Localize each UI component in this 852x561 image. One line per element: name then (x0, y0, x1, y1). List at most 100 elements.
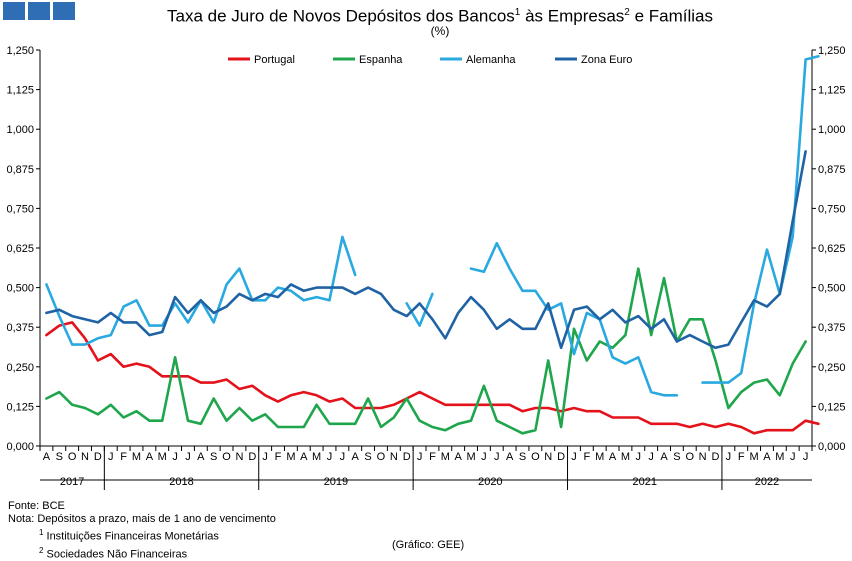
x-month-label: S (56, 451, 63, 463)
x-year-label: 2022 (755, 476, 779, 488)
x-month-label: S (673, 451, 680, 463)
x-month-label: A (763, 451, 771, 463)
x-month-label: M (466, 451, 475, 463)
y-tick-label-right: 1,125 (818, 85, 846, 97)
x-month-label: J (726, 451, 732, 463)
footnote-1-text: Instituições Financeiras Monetárias (43, 530, 219, 543)
x-month-label: M (312, 451, 321, 463)
x-month-label: A (146, 451, 154, 463)
y-tick-label-left: 0,625 (6, 243, 34, 255)
x-month-label: O (222, 451, 231, 463)
x-month-label: N (699, 451, 707, 463)
y-tick-label-left: 0,250 (6, 362, 34, 374)
x-month-label: M (158, 451, 167, 463)
series-line-espanha (45, 267, 807, 435)
x-month-label: J (417, 451, 423, 463)
title-middle: às Empresas (520, 6, 625, 26)
chart-unit: (%) (430, 24, 450, 38)
chart-notes: Fonte: BCE Nota: Depósitos a prazo, mais… (8, 500, 276, 561)
x-month-label: J (327, 451, 333, 463)
x-month-label: A (43, 451, 51, 463)
series-line-portugal (45, 321, 820, 435)
x-month-label: M (621, 451, 630, 463)
logo-square-1 (3, 2, 25, 20)
x-month-label: J (262, 451, 268, 463)
x-month-label: J (648, 451, 654, 463)
x-month-label: O (531, 451, 540, 463)
series-line-zona-euro (45, 150, 807, 350)
x-month-label: J (803, 451, 809, 463)
y-tick-label-right: 0,500 (818, 283, 846, 295)
footnote-1: 1 Instituições Financeiras Monetárias (8, 526, 276, 544)
x-month-label: F (429, 451, 436, 463)
y-tick-label-right: 0,125 (818, 401, 846, 413)
x-month-label: M (286, 451, 295, 463)
y-tick-label-right: 0,750 (818, 203, 846, 215)
footnote-1-number: 1 (39, 528, 44, 537)
y-tick-label-left: 0,500 (6, 283, 34, 295)
x-month-label: J (790, 451, 796, 463)
x-month-label: F (120, 451, 127, 463)
logo-square-3 (53, 2, 75, 20)
x-month-label: F (738, 451, 745, 463)
x-year-label: 2018 (169, 476, 193, 488)
x-month-label: D (94, 451, 102, 463)
logo-square-2 (28, 2, 50, 20)
x-year-label: 2019 (324, 476, 348, 488)
x-year-label: 2021 (632, 476, 656, 488)
x-month-label: A (197, 451, 205, 463)
y-tick-label-left: 1,125 (6, 85, 34, 97)
chart-credit: (Gráfico: GEE) (392, 539, 465, 551)
y-tick-label-right: 1,250 (818, 45, 846, 57)
y-tick-label-right: 0,625 (818, 243, 846, 255)
y-tick-label-left: 1,000 (6, 124, 34, 136)
x-month-label: J (172, 451, 178, 463)
x-month-label: S (210, 451, 217, 463)
x-month-label: J (185, 451, 191, 463)
footnote-2: 2 Sociedades Não Financeiras (8, 544, 276, 561)
x-month-label: D (248, 451, 256, 463)
x-month-label: M (132, 451, 141, 463)
x-month-label: N (81, 451, 89, 463)
x-month-label: D (712, 451, 720, 463)
y-tick-label-left: 0,125 (6, 401, 34, 413)
x-month-label: A (352, 451, 360, 463)
title-footnote-2: 2 (624, 7, 630, 18)
x-month-label: A (660, 451, 668, 463)
series-line-alemanha (45, 55, 820, 397)
x-year-label: 2020 (478, 476, 502, 488)
title-footnote-1: 1 (514, 7, 521, 18)
y-tick-label-right: 1,000 (818, 124, 846, 136)
legend-label-portugal: Portugal (254, 54, 295, 66)
legend-label-alemanha: Alemanha (466, 54, 516, 66)
x-month-label: J (494, 451, 500, 463)
y-tick-label-right: 0,375 (818, 322, 846, 334)
x-month-label: M (595, 451, 604, 463)
title-end: e Famílias (629, 6, 713, 26)
x-month-label: D (403, 451, 411, 463)
title-main: Taxa de Juro de Novos Depósitos dos Banc… (167, 6, 515, 26)
x-month-label: N (390, 451, 398, 463)
x-month-label: S (364, 451, 371, 463)
x-month-label: D (557, 451, 565, 463)
x-month-label: A (300, 451, 308, 463)
line-chart: 0,000 0,000 0,125 0,125 0,250 0,250 0,375 0,375… (6, 45, 846, 490)
x-month-label: O (68, 451, 77, 463)
y-tick-label-left: 0,375 (6, 322, 34, 334)
chart-title: Taxa de Juro de Novos Depósitos dos Banc… (130, 3, 750, 27)
x-month-label: M (775, 451, 784, 463)
x-month-label: J (108, 451, 114, 463)
x-month-label: J (481, 451, 487, 463)
x-year-label: 2017 (60, 476, 84, 488)
x-month-label: N (235, 451, 243, 463)
x-month-label: O (377, 451, 386, 463)
definition-note: Nota: Depósitos a prazo, mais de 1 ano d… (8, 513, 276, 525)
y-tick-label-left: 1,250 (6, 45, 34, 57)
y-tick-label-left: 0,750 (6, 203, 34, 215)
y-tick-label-right: 0,250 (818, 362, 846, 374)
footnote-2-number: 2 (39, 545, 44, 555)
footnote-2-text: Sociedades Não Financeiras (43, 548, 188, 561)
legend-label-espanha: Espanha (359, 54, 403, 66)
x-month-label: M (441, 451, 450, 463)
y-tick-label-right: 0,875 (818, 164, 846, 176)
